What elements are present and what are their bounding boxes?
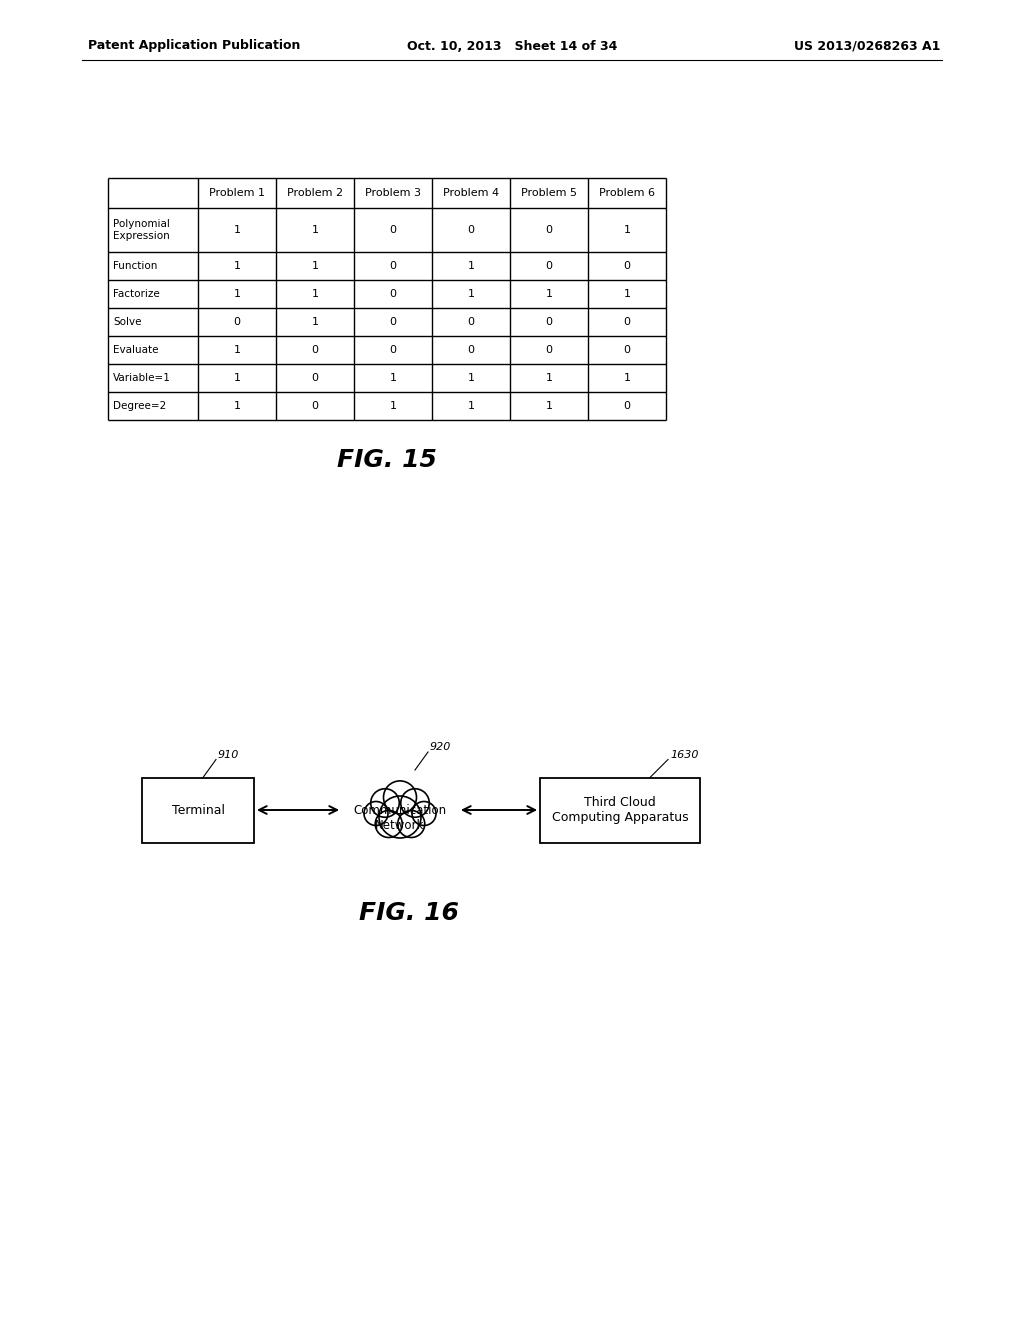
Text: 0: 0 xyxy=(624,401,631,411)
FancyBboxPatch shape xyxy=(142,777,254,842)
Text: 1: 1 xyxy=(389,401,396,411)
Text: Solve: Solve xyxy=(113,317,141,327)
Text: Patent Application Publication: Patent Application Publication xyxy=(88,40,300,53)
Text: 1: 1 xyxy=(233,224,241,235)
Text: Variable=1: Variable=1 xyxy=(113,374,171,383)
Circle shape xyxy=(371,789,399,817)
Text: 1: 1 xyxy=(233,289,241,300)
Text: 0: 0 xyxy=(624,261,631,271)
Text: 0: 0 xyxy=(311,374,318,383)
Text: 1: 1 xyxy=(311,289,318,300)
Text: 0: 0 xyxy=(389,317,396,327)
Text: FIG. 15: FIG. 15 xyxy=(337,447,437,473)
Text: 1: 1 xyxy=(233,401,241,411)
Circle shape xyxy=(397,810,425,837)
Text: 1: 1 xyxy=(468,261,474,271)
Circle shape xyxy=(379,796,421,838)
Text: Evaluate: Evaluate xyxy=(113,345,159,355)
Text: 1: 1 xyxy=(624,374,631,383)
Text: Polynomial
Expression: Polynomial Expression xyxy=(113,219,170,240)
Text: 0: 0 xyxy=(389,345,396,355)
Circle shape xyxy=(375,810,402,837)
Text: 1: 1 xyxy=(311,317,318,327)
Text: 0: 0 xyxy=(468,317,474,327)
Text: 920: 920 xyxy=(430,742,452,752)
Text: 1: 1 xyxy=(624,289,631,300)
Text: 0: 0 xyxy=(468,345,474,355)
Text: Degree=2: Degree=2 xyxy=(113,401,166,411)
Text: Factorize: Factorize xyxy=(113,289,160,300)
Text: 0: 0 xyxy=(311,345,318,355)
Text: 0: 0 xyxy=(389,224,396,235)
Text: FIG. 16: FIG. 16 xyxy=(359,900,459,924)
Text: Problem 6: Problem 6 xyxy=(599,187,655,198)
Text: Communication
Network: Communication Network xyxy=(353,804,446,832)
Text: 1: 1 xyxy=(233,261,241,271)
Text: 0: 0 xyxy=(311,401,318,411)
Text: Third Cloud
Computing Apparatus: Third Cloud Computing Apparatus xyxy=(552,796,688,824)
Text: 0: 0 xyxy=(546,345,553,355)
Text: 1: 1 xyxy=(468,374,474,383)
Text: Function: Function xyxy=(113,261,158,271)
Text: 0: 0 xyxy=(389,289,396,300)
Text: Problem 5: Problem 5 xyxy=(521,187,577,198)
Text: 0: 0 xyxy=(389,261,396,271)
Text: 1: 1 xyxy=(546,401,553,411)
Text: 1: 1 xyxy=(233,345,241,355)
Text: 0: 0 xyxy=(546,261,553,271)
Text: Problem 4: Problem 4 xyxy=(443,187,499,198)
Text: 1: 1 xyxy=(311,261,318,271)
Text: Problem 3: Problem 3 xyxy=(365,187,421,198)
Circle shape xyxy=(384,781,417,814)
Text: 1: 1 xyxy=(546,374,553,383)
Text: US 2013/0268263 A1: US 2013/0268263 A1 xyxy=(794,40,940,53)
Text: Problem 2: Problem 2 xyxy=(287,187,343,198)
Text: 1: 1 xyxy=(468,289,474,300)
Text: Terminal: Terminal xyxy=(171,804,224,817)
Text: 0: 0 xyxy=(546,317,553,327)
Text: 0: 0 xyxy=(546,224,553,235)
Text: Oct. 10, 2013   Sheet 14 of 34: Oct. 10, 2013 Sheet 14 of 34 xyxy=(407,40,617,53)
Circle shape xyxy=(412,801,436,825)
Text: 1: 1 xyxy=(468,401,474,411)
Text: 0: 0 xyxy=(233,317,241,327)
Text: 0: 0 xyxy=(624,345,631,355)
Text: 1: 1 xyxy=(624,224,631,235)
Circle shape xyxy=(364,801,388,825)
Text: 1: 1 xyxy=(546,289,553,300)
Text: 1: 1 xyxy=(389,374,396,383)
Text: 0: 0 xyxy=(468,224,474,235)
Circle shape xyxy=(400,789,429,817)
FancyBboxPatch shape xyxy=(540,777,700,842)
Text: 1: 1 xyxy=(311,224,318,235)
Text: 1630: 1630 xyxy=(670,750,698,759)
Text: 910: 910 xyxy=(218,750,240,759)
Text: 1: 1 xyxy=(233,374,241,383)
Text: Problem 1: Problem 1 xyxy=(209,187,265,198)
Text: 0: 0 xyxy=(624,317,631,327)
